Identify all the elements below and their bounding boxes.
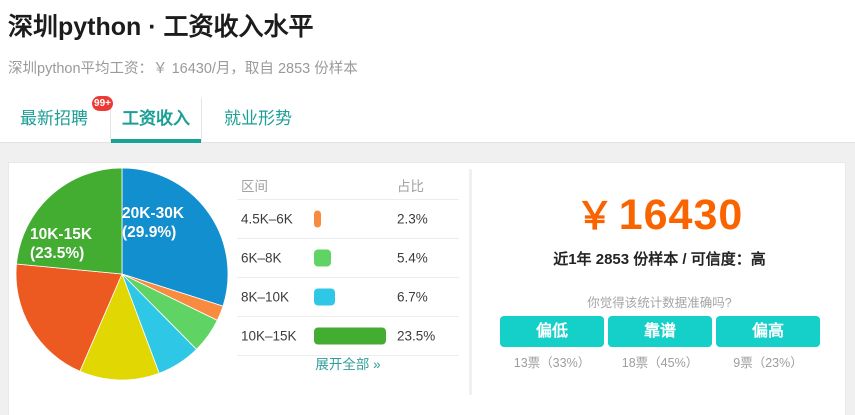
vote-option-high: 偏高 9票（23%） [714, 316, 822, 371]
column-header-percent: 占比 [397, 179, 424, 194]
vote-count-accurate: 18票（45%） [621, 356, 699, 370]
pie-chart: 20K-30K (29.9%) 10K-15K (23.5%) [16, 168, 231, 393]
salary-card: 20K-30K (29.9%) 10K-15K (23.5%) 区间 占比 4.… [8, 162, 846, 415]
cell-range: 4.5K–6K [241, 211, 293, 227]
page-header: 深圳python · 工资收入水平 深圳python平均工资：￥ 16430/月… [0, 0, 855, 143]
cell-percent: 23.5% [397, 328, 436, 344]
pie-slice[interactable] [16, 168, 123, 275]
tab-employment-trend-label: 就业形势 [224, 109, 292, 128]
cell-bar [314, 210, 322, 228]
cell-percent: 6.7% [397, 289, 428, 305]
table-row[interactable]: 10K–15K 23.5% [237, 317, 459, 356]
summary-panel: ￥16430 近1年 2853 份样本 / 可信度：高 你觉得该统计数据准确吗?… [474, 163, 845, 415]
average-salary: ￥16430 [474, 185, 845, 240]
currency-symbol: ￥ [575, 196, 615, 238]
vote-option-low: 偏低 13票（33%） [498, 316, 606, 371]
column-header-range: 区间 [241, 179, 268, 194]
tab-salary-income-label: 工资收入 [122, 109, 190, 128]
pie-label-10k-15k: 10K-15K (23.5%) [30, 226, 93, 262]
expand-all-link[interactable]: 展开全部 » [315, 357, 381, 372]
salary-amount: 16430 [618, 191, 744, 239]
table-row[interactable]: 6K–8K 5.4% [237, 239, 459, 278]
vertical-divider [469, 169, 472, 395]
notification-badge: 99+ [92, 96, 113, 111]
vote-button-high[interactable]: 偏高 [716, 316, 820, 347]
vote-button-accurate[interactable]: 靠谱 [608, 316, 712, 347]
cell-range: 8K–10K [241, 289, 290, 305]
cell-bar [314, 288, 335, 306]
cell-percent: 5.4% [397, 250, 428, 266]
table-row[interactable]: 4.5K–6K 2.3% [237, 200, 459, 239]
pie-slice[interactable] [16, 263, 123, 372]
table-header-row: 区间 占比 [237, 171, 459, 200]
vote-count-low: 13票（33%） [513, 356, 591, 370]
cell-range: 6K–8K [241, 250, 282, 266]
tab-latest-jobs-label: 最新招聘 [20, 109, 88, 128]
pie-slice[interactable] [79, 272, 160, 380]
page-subtitle: 深圳python平均工资：￥ 16430/月，取自 2853 份样本 [8, 61, 358, 77]
distribution-table: 区间 占比 4.5K–6K 2.3% 6K–8K 5.4% 8K–10K 6.7% 10K–… [237, 171, 459, 372]
cell-range: 10K–15K [241, 328, 297, 344]
tab-bar: 最新招聘 99+ 工资收入 就业形势 [0, 96, 855, 143]
tab-salary-income[interactable]: 工资收入 [110, 98, 202, 143]
cell-percent: 2.3% [397, 211, 428, 227]
vote-row: 偏低 13票（33%） 靠谱 18票（45%） 偏高 9票（23%） [474, 316, 845, 380]
vote-question: 你觉得该统计数据准确吗? [587, 296, 732, 310]
vote-option-accurate: 靠谱 18票（45%） [606, 316, 714, 371]
tab-latest-jobs[interactable]: 最新招聘 99+ [8, 96, 113, 143]
sample-info: 近1年 2853 份样本 / 可信度：高 [553, 251, 766, 268]
pie-slice[interactable] [121, 168, 228, 307]
cell-bar [314, 249, 331, 267]
vote-button-low[interactable]: 偏低 [500, 316, 604, 347]
cell-bar [314, 327, 386, 345]
pie-chart-svg [16, 168, 228, 380]
page-title: 深圳python · 工资收入水平 [8, 13, 314, 41]
table-row[interactable]: 8K–10K 6.7% [237, 278, 459, 317]
table-body: 4.5K–6K 2.3% 6K–8K 5.4% 8K–10K 6.7% 10K–15K 23.… [237, 200, 459, 356]
vote-count-high: 9票（23%） [733, 356, 803, 370]
tab-employment-trend[interactable]: 就业形势 [212, 98, 304, 143]
pie-label-20k-30k: 20K-30K (29.9%) [122, 205, 185, 241]
